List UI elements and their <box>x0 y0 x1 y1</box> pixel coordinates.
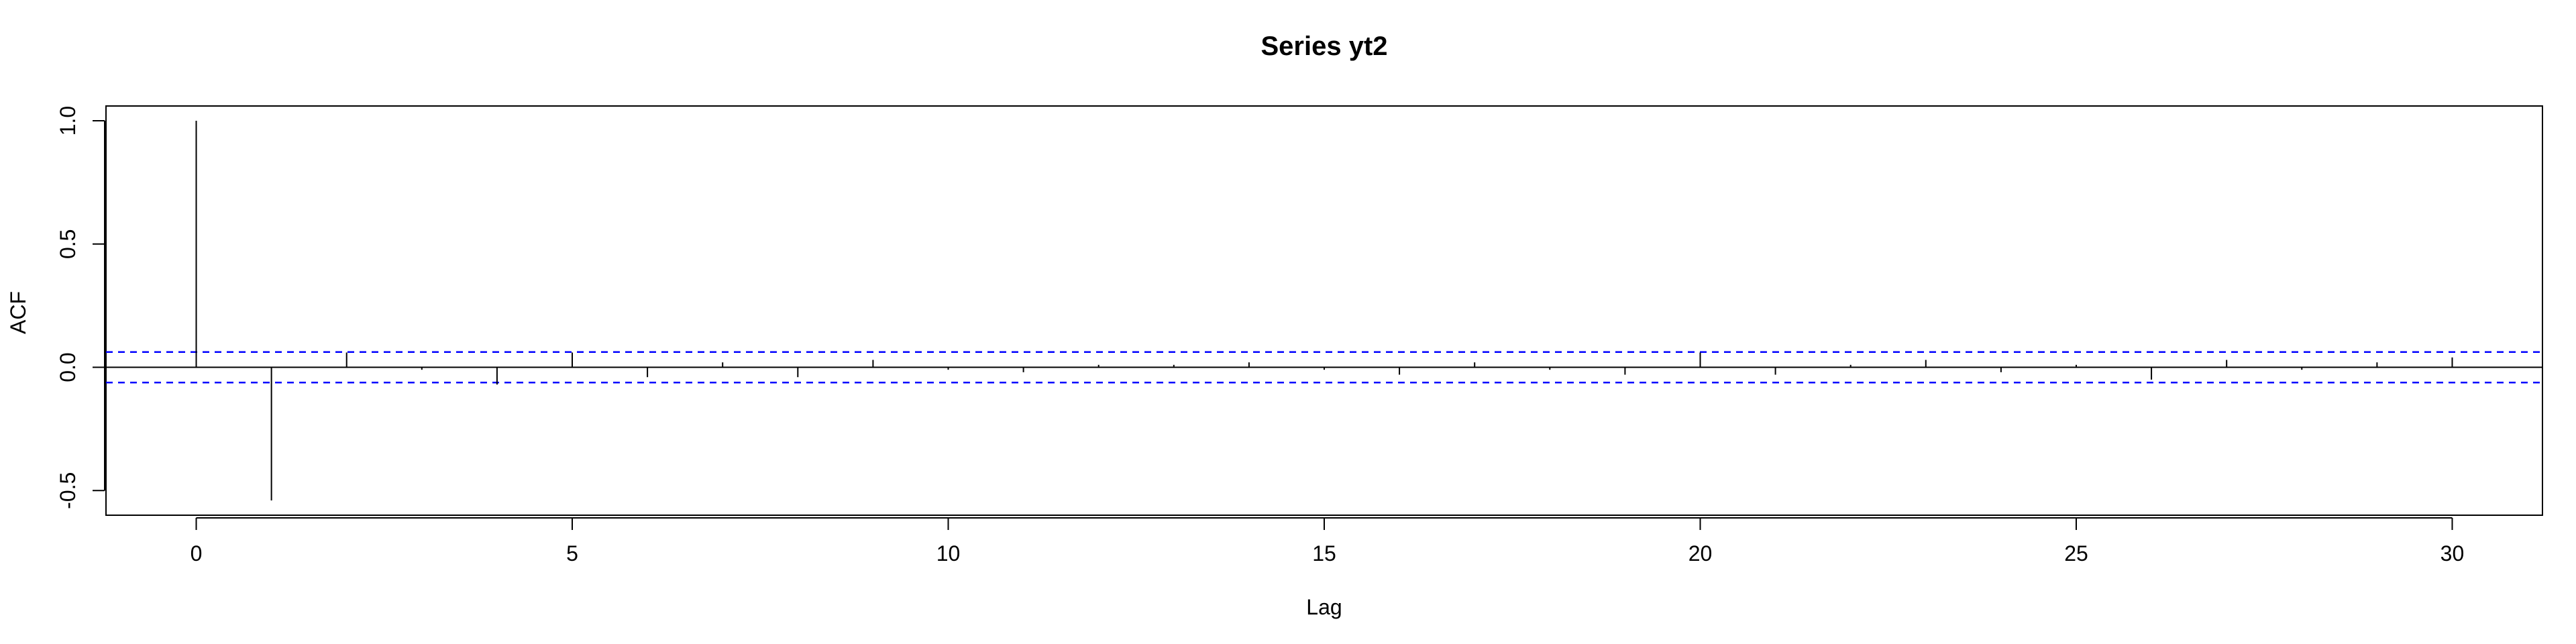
x-tick-label: 15 <box>1312 541 1336 566</box>
acf-spikes <box>195 121 2453 500</box>
chart-title: Series yt2 <box>1260 32 1387 61</box>
plot-frame <box>105 105 2543 516</box>
x-tick-label: 10 <box>936 541 961 566</box>
x-tick-label: 25 <box>2064 541 2088 566</box>
y-tick-label: 1.0 <box>56 106 80 136</box>
y-tick-label: 0.5 <box>56 229 80 259</box>
y-axis-label: ACF <box>6 291 30 334</box>
y-tick-label: -0.5 <box>56 472 80 509</box>
x-tick-label: 0 <box>191 541 203 566</box>
confidence-bounds <box>106 351 2542 384</box>
x-axis: 0 5 10 15 20 25 30 <box>191 517 2465 566</box>
x-tick-label: 5 <box>566 541 578 566</box>
y-tick-label: 0.0 <box>56 352 80 382</box>
x-axis-label: Lag <box>1306 595 1342 619</box>
y-axis: -0.5 0.0 0.5 1.0 <box>56 106 105 509</box>
x-tick-label: 30 <box>2440 541 2465 566</box>
x-tick-label: 20 <box>1688 541 1713 566</box>
